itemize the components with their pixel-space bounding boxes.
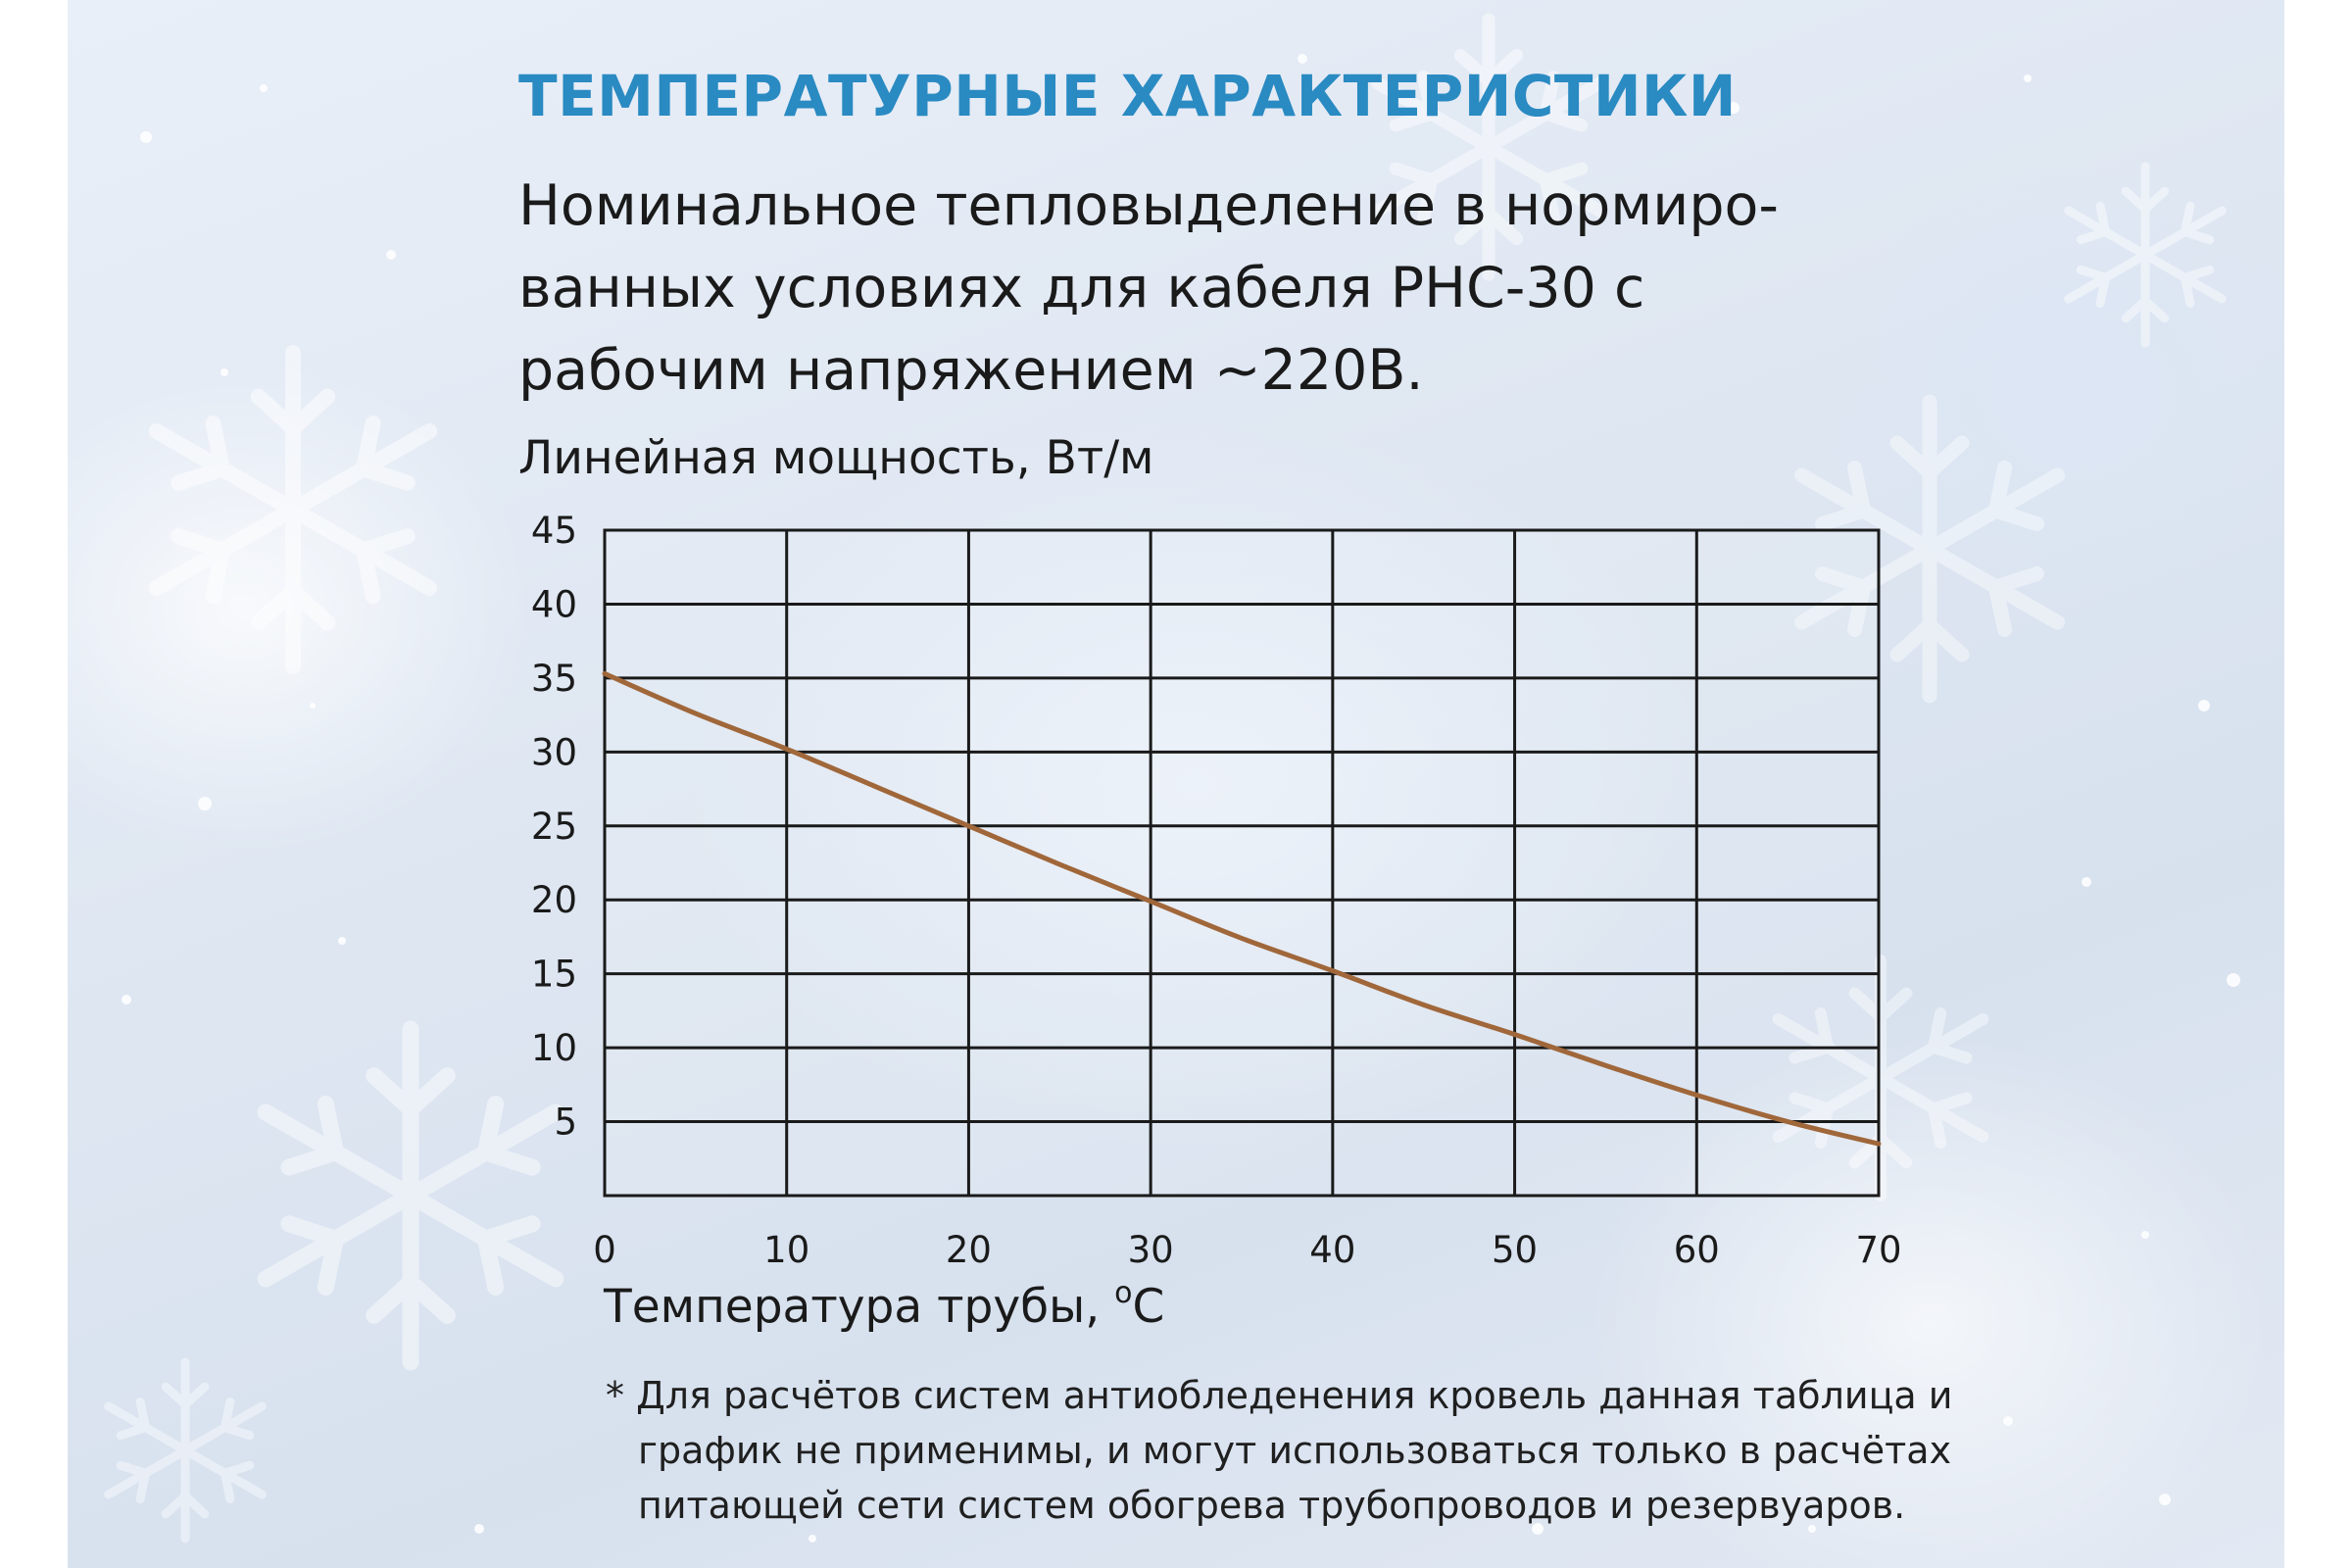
y-tick-label: 40 <box>531 583 577 625</box>
y-tick-label: 5 <box>554 1102 577 1144</box>
x-tick-label: 60 <box>1674 1229 1720 1271</box>
subtitle-line: Номинальное тепловыделение в нормиро- <box>518 173 1779 238</box>
chart-grid <box>603 528 1881 1198</box>
y-tick-label: 30 <box>531 731 577 773</box>
x-tick-label: 20 <box>946 1229 992 1271</box>
x-axis-label-text: Температура трубы, <box>604 1280 1115 1334</box>
x-tick-label: 0 <box>593 1229 616 1271</box>
footnote-line: график не применимы, и могут использоват… <box>638 1429 1952 1472</box>
series-line <box>602 670 1882 1147</box>
y-tick-label: 45 <box>531 510 577 552</box>
x-tick-label: 30 <box>1128 1229 1174 1271</box>
snowflake-background <box>68 0 2240 1568</box>
chart-ticks: 0 10 20 30 40 50 60 70 5 10 15 20 25 30 35 40 45 <box>531 510 1902 1271</box>
subtitle-line: ванных условиях для кабеля РНС-30 с <box>518 256 1645 320</box>
x-tick-label: 50 <box>1492 1229 1538 1271</box>
y-axis-label: Линейная мощность, Вт/м <box>518 431 1154 485</box>
x-tick-label: 10 <box>763 1229 809 1271</box>
footnote-line: питающей сети систем обогрева трубопрово… <box>638 1484 1906 1527</box>
y-tick-label: 35 <box>531 658 577 700</box>
x-axis-unit: C <box>1132 1280 1165 1334</box>
x-tick-label: 40 <box>1309 1229 1355 1271</box>
plot-frame <box>603 528 1881 1198</box>
y-tick-label: 25 <box>531 806 577 848</box>
line-chart: 0 10 20 30 40 50 60 70 5 10 15 20 25 30 35 40 45 <box>531 510 1902 1271</box>
y-tick-label: 15 <box>531 954 577 996</box>
x-tick-label: 70 <box>1855 1229 1901 1271</box>
slide: ТЕМПЕРАТУРНЫЕ ХАРАКТЕРИСТИКИ Номинальное… <box>68 0 2284 1568</box>
chart-series <box>602 670 1882 1147</box>
x-axis-label: Температура трубы, oC <box>604 1276 1164 1334</box>
footnote-line: * Для расчётов систем антиобледенения кр… <box>606 1374 1953 1417</box>
degree-symbol: o <box>1114 1276 1133 1310</box>
page-title: ТЕМПЕРАТУРНЫЕ ХАРАКТЕРИСТИКИ <box>518 63 1737 129</box>
subtitle-line: рабочим напряжением ~220В. <box>518 338 1424 403</box>
y-tick-label: 10 <box>531 1027 577 1069</box>
y-tick-label: 20 <box>531 879 577 921</box>
